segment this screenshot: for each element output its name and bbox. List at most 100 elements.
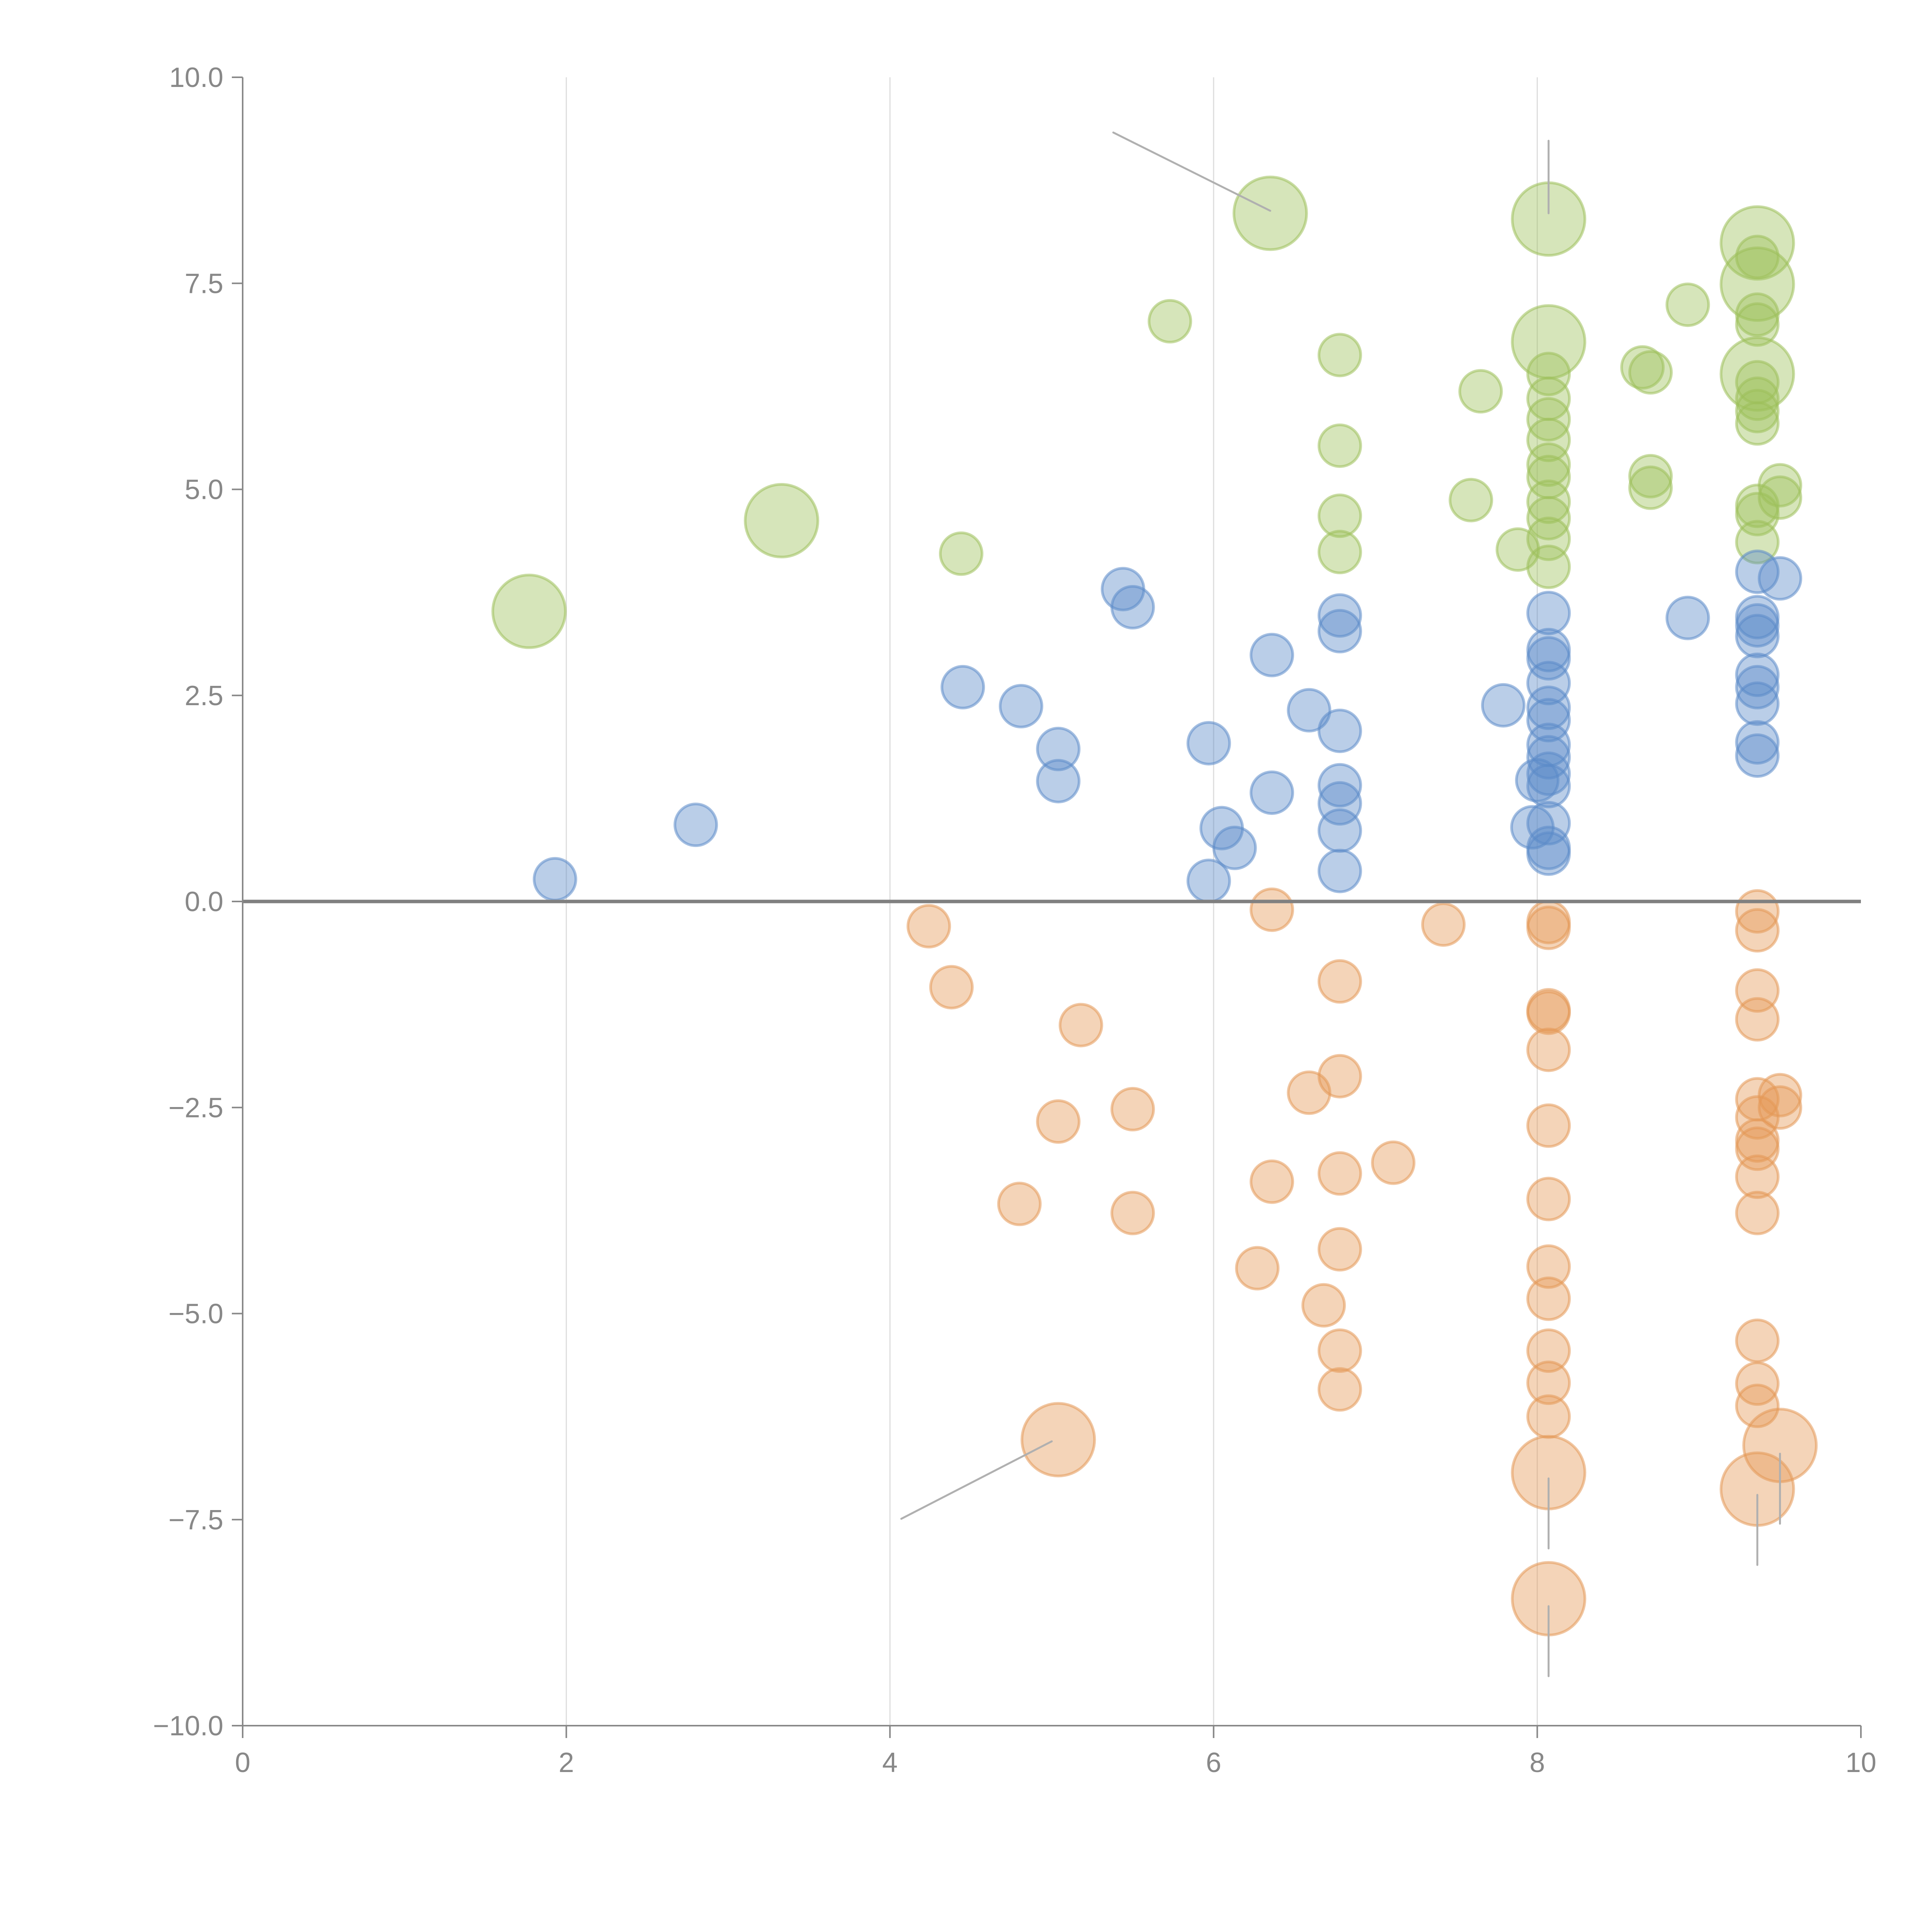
bubble-orange	[1735, 1361, 1780, 1406]
bubble-orange	[1526, 1027, 1571, 1072]
bubble-blue	[1317, 708, 1362, 753]
bubble-blue	[1036, 726, 1081, 771]
bubble-green	[1735, 292, 1780, 337]
bubble-orange	[1250, 887, 1294, 932]
bubble-green	[1458, 369, 1503, 414]
bubble-green	[1317, 530, 1362, 575]
annotation-leaders	[900, 131, 1781, 1677]
bubble-green	[491, 573, 567, 649]
x-axis-ticks: 0 2 4 6 8 10	[235, 1726, 1876, 1778]
y-tick-label: 5.0	[185, 474, 223, 505]
bubble-green	[1719, 205, 1795, 281]
bubble-blue	[673, 803, 718, 847]
bubble-blue	[1212, 825, 1257, 870]
bubble-orange	[1526, 1276, 1571, 1321]
bubble-blue	[1758, 556, 1803, 601]
bubble-green	[1665, 282, 1710, 327]
bubble-orange	[1735, 1095, 1780, 1140]
bubble-orange	[1317, 1054, 1362, 1099]
bubble-orange	[1317, 959, 1362, 1004]
y-tick-label: −7.5	[168, 1505, 223, 1536]
bubble-orange	[1421, 902, 1466, 947]
bubble-green	[1620, 345, 1665, 390]
bubble-blue	[1526, 590, 1571, 635]
bubble-blue	[940, 665, 985, 709]
annotation-leader-line	[1112, 131, 1271, 212]
bubble-green	[1317, 423, 1362, 468]
bubble-green	[1628, 465, 1673, 510]
bubble-green	[1628, 350, 1673, 395]
y-tick-label: 2.5	[185, 680, 223, 711]
bubble-orange	[1758, 1085, 1803, 1130]
bubble-blue	[1526, 661, 1571, 706]
bubble-blue	[1526, 751, 1571, 796]
bubble-orange	[1735, 1383, 1780, 1428]
bubble-orange	[1317, 1227, 1362, 1272]
bubble-green	[744, 483, 820, 559]
bubble-green	[1526, 479, 1571, 524]
bubble-blue	[1287, 688, 1332, 733]
bubble-blue	[1317, 849, 1362, 893]
bubble-green	[1317, 333, 1362, 378]
bubble-blue	[1735, 720, 1780, 765]
bubble-blue	[1186, 721, 1231, 765]
bubble-green	[1526, 352, 1571, 396]
bubble-orange	[1735, 908, 1780, 953]
bubble-blue	[1317, 593, 1362, 638]
bubble-orange	[1526, 1177, 1571, 1221]
bubble-blue	[1665, 595, 1710, 640]
y-tick-label: −2.5	[168, 1092, 223, 1123]
bubble-blue	[1250, 633, 1294, 677]
x-tick-label: 10	[1845, 1747, 1876, 1778]
bubble-orange	[1526, 1103, 1571, 1148]
bubble-green	[1735, 376, 1780, 421]
bubble-orange	[1036, 1099, 1081, 1144]
bubble-orange	[1735, 1318, 1780, 1363]
bubble-orange	[1758, 1073, 1803, 1117]
bubble-green	[1758, 475, 1803, 520]
bubble-green	[1735, 235, 1780, 279]
bubble-green	[1628, 454, 1673, 498]
x-tick-label: 0	[235, 1747, 250, 1778]
bubble-orange	[929, 965, 974, 1010]
bubble-orange	[1526, 990, 1571, 1035]
bubble-orange	[1058, 1003, 1103, 1048]
bubble-orange	[906, 904, 951, 949]
bubble-orange	[1526, 1361, 1571, 1405]
bubble-green	[1758, 463, 1803, 508]
bubble-blue	[1735, 603, 1780, 648]
bubble-orange	[1301, 1283, 1346, 1328]
bubble-orange	[1235, 1246, 1280, 1291]
x-tick-label: 2	[559, 1747, 574, 1778]
bubble-green	[1449, 478, 1493, 522]
bubble-green	[939, 531, 983, 576]
bubble-green	[1735, 401, 1780, 446]
bubble-orange	[1526, 1244, 1571, 1289]
bubble-green	[1148, 299, 1192, 344]
y-tick-label: 7.5	[185, 268, 223, 299]
bubble-blue	[1317, 808, 1362, 853]
bubble-orange	[1526, 905, 1571, 950]
bubble-blue	[1036, 759, 1081, 804]
bubble-orange	[1110, 1190, 1155, 1235]
bubble-blue	[1735, 733, 1780, 778]
bubble-blue	[1250, 770, 1294, 815]
bubble-blue	[1481, 683, 1526, 728]
bubble-green	[1735, 389, 1780, 434]
bubble-blue	[1526, 764, 1571, 808]
bubble-orange	[1250, 1159, 1294, 1204]
series-blue	[532, 549, 1803, 903]
series-orange	[906, 887, 1818, 1637]
bubble-blue	[1110, 585, 1155, 630]
y-axis-ticks: 10.0 7.5 5.0 2.5 0.0 −2.5 −5.0 −7.5 −10.0	[153, 62, 243, 1742]
x-tick-label: 4	[882, 1747, 898, 1778]
bubble-orange	[1110, 1087, 1155, 1132]
bubble-green	[1526, 418, 1571, 463]
bubble-blue	[1735, 665, 1780, 709]
bubble-blue	[1526, 636, 1571, 681]
annotation-leader-line	[900, 1440, 1053, 1520]
bubble-orange	[1020, 1402, 1096, 1478]
bubble-green	[1735, 302, 1780, 347]
bubble-orange	[1735, 997, 1780, 1042]
bubble-green	[1232, 175, 1308, 251]
